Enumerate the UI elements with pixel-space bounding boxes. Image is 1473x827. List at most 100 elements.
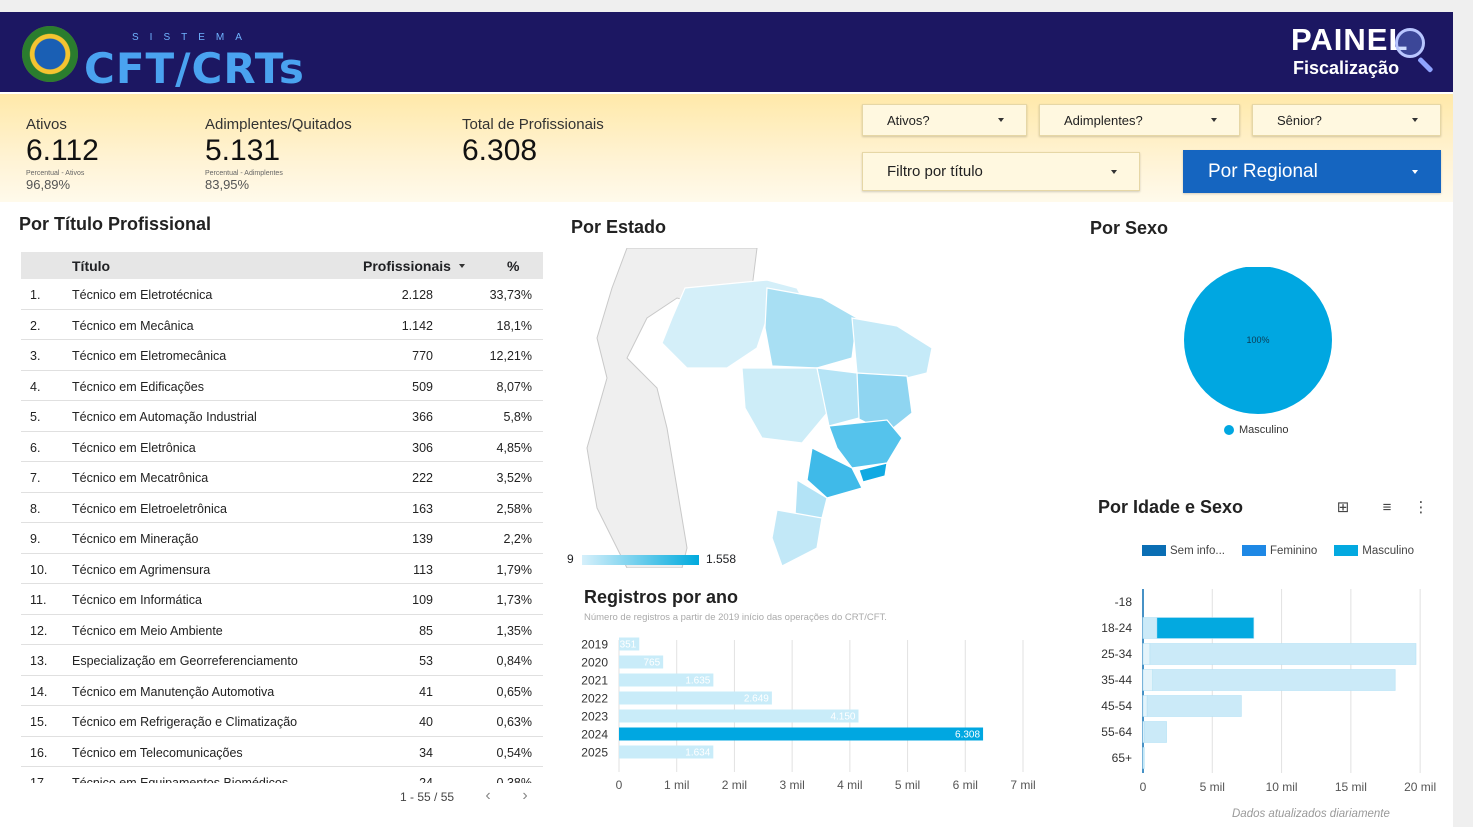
y-tick-label: 2020 (581, 656, 608, 670)
table-row[interactable]: 4. Técnico em Edificações 509 8,07% (21, 371, 543, 401)
table-row[interactable]: 11. Técnico em Informática 109 1,73% (21, 584, 543, 615)
row-index: 1. (30, 288, 41, 302)
table-row[interactable]: 5. Técnico em Automação Industrial 366 5,8% (21, 401, 543, 432)
bar-value-label: 1.635 (685, 676, 710, 687)
table-row[interactable]: 8. Técnico em Eletroeletrônica 163 2,58% (21, 493, 543, 523)
table-row[interactable]: 3. Técnico em Eletromecânica 770 12,21% (21, 340, 543, 371)
state-mato-grosso[interactable] (741, 367, 828, 444)
y-tick-label: 2024 (581, 728, 608, 742)
filter-senior-dropdown[interactable]: Sênior? (1252, 104, 1441, 136)
bar[interactable] (619, 745, 714, 759)
table-row[interactable]: 12. Técnico em Meio Ambiente 85 1,35% (21, 615, 543, 645)
legend-item[interactable]: Sem info... (1142, 545, 1225, 557)
row-titulo: Técnico em Eletrotécnica (72, 288, 213, 302)
chevron-down-icon (1412, 118, 1418, 122)
legend-swatch (1241, 545, 1266, 557)
row-titulo: Técnico em Mineração (72, 532, 199, 546)
bar-segment[interactable] (1142, 617, 1158, 639)
pager-next-icon[interactable]: › (522, 787, 528, 804)
row-profissionais: 40 (419, 715, 433, 729)
filter-titulo-dropdown[interactable]: Filtro por título (862, 152, 1140, 191)
bar-segment[interactable] (1149, 643, 1417, 665)
x-tick-label: 1 mil (664, 778, 689, 792)
row-profissionais: 34 (419, 745, 433, 760)
map-legend-gradient (582, 555, 699, 565)
bar-segment[interactable] (1152, 669, 1396, 691)
table-row[interactable]: 10. Técnico em Agrimensura 113 1,79% (21, 554, 543, 584)
row-index: 17. (30, 776, 48, 783)
row-index: 12. (30, 623, 48, 638)
bar[interactable] (619, 727, 984, 741)
x-tick-label: 20 mil (1404, 780, 1436, 794)
row-titulo: Técnico em Agrimensura (72, 562, 211, 577)
table-row[interactable]: 6. Técnico em Eletrônica 306 4,85% (21, 432, 543, 462)
table-row[interactable]: 16. Técnico em Telecomunicações 34 0,54% (21, 737, 543, 767)
table-row[interactable]: 2. Técnico em Mecânica 1.142 18,1% (21, 310, 543, 340)
filter-icon[interactable]: ≡ (1382, 499, 1392, 516)
table-row[interactable]: 9. Técnico em Mineração 139 2,2% (21, 523, 543, 554)
y-tick-label: -18 (1115, 595, 1133, 609)
row-titulo: Técnico em Mecatrônica (72, 471, 209, 485)
bar[interactable] (619, 673, 714, 687)
filter-ativos-label: Ativos? (887, 112, 930, 128)
bar[interactable] (619, 655, 664, 669)
y-tick-label: 35-44 (1101, 673, 1132, 687)
brazil-map[interactable] (567, 248, 947, 568)
table-row[interactable]: 15. Técnico em Refrigeração e Climatizaçã… (21, 706, 543, 737)
bar-segment[interactable] (1142, 747, 1145, 769)
y-tick-label: 18-24 (1101, 621, 1132, 635)
more-options-icon[interactable]: ⋮ (1413, 499, 1429, 516)
sort-desc-icon (458, 264, 465, 268)
pie-slice-masculino[interactable] (1184, 267, 1332, 414)
filter-titulo-label: Filtro por título (887, 163, 983, 180)
row-profissionais: 139 (412, 532, 433, 546)
filter-regional-dropdown[interactable]: Por Regional (1183, 150, 1441, 193)
row-index: 8. (30, 501, 41, 516)
table-row[interactable]: 7. Técnico em Mecatrônica 222 3,52% (21, 462, 543, 493)
bar[interactable] (619, 691, 772, 705)
state-rio-de-janeiro[interactable] (858, 462, 888, 483)
row-percent: 1,73% (496, 593, 532, 607)
legend-item[interactable]: Feminino (1241, 545, 1317, 557)
sexo-pie-chart[interactable]: 100% (1180, 267, 1336, 423)
cft-crts-logo[interactable]: SISTEMA CFT/CRTs (22, 24, 342, 93)
bar-segment[interactable] (1156, 617, 1255, 639)
table-row[interactable]: 14. Técnico em Manutenção Automotiva 41 0,6… (21, 676, 543, 706)
bar[interactable] (619, 709, 859, 723)
pager-prev-icon[interactable]: ‹ (485, 787, 491, 804)
row-index: 13. (30, 654, 48, 668)
table-row[interactable]: 1. Técnico em Eletrotécnica 2.128 33,73% (21, 279, 543, 310)
kpi-total-value: 6.308 (462, 134, 538, 167)
updated-notice: Dados atualizados diariamente (1232, 808, 1390, 820)
bar[interactable] (619, 637, 640, 651)
table-row[interactable]: 13. Especialização em Georreferenciamento… (21, 645, 543, 676)
state-sao-paulo[interactable] (806, 447, 863, 499)
state-rio-grande-do-sul[interactable] (771, 509, 823, 567)
filter-adimplentes-dropdown[interactable]: Adimplentes? (1039, 104, 1240, 136)
x-tick-label: 15 mil (1335, 780, 1367, 794)
bar-segment[interactable] (1146, 695, 1242, 717)
idade-sexo-bar-chart[interactable]: 0 5 mil 10 mil 15 mil 20 mil -18 18-24 25-34 35-… (1095, 577, 1453, 797)
y-tick-label: 2022 (581, 692, 608, 706)
state-para[interactable] (764, 287, 858, 369)
state-minas-gerais[interactable] (828, 419, 903, 469)
bar-segment[interactable] (1142, 643, 1151, 665)
row-titulo: Técnico em Automação Industrial (72, 410, 257, 424)
bar-segment[interactable] (1142, 695, 1148, 717)
registros-bar-chart[interactable]: 0 1 mil 2 mil 3 mil 4 mil 5 mil 6 mil 7 mil 2019… (570, 628, 1050, 798)
bar-segment[interactable] (1142, 669, 1153, 691)
bar-segment[interactable] (1144, 721, 1167, 743)
header-pct[interactable]: % (507, 258, 520, 274)
chart-insights-icon[interactable]: ⊞ (1336, 499, 1350, 516)
bar-value-label: 2.649 (744, 694, 769, 705)
kpi-adimplentes-sublabel: Percentual - Adimplentes (205, 170, 283, 177)
legend-item[interactable]: Masculino (1334, 545, 1414, 557)
estado-section-title: Por Estado (571, 217, 667, 237)
state-goias[interactable] (816, 367, 860, 427)
filter-ativos-dropdown[interactable]: Ativos? (862, 104, 1027, 136)
header-titulo[interactable]: Título (72, 258, 111, 274)
painel-fiscalizacao-logo[interactable]: PAINEL Fiscalização (1291, 20, 1441, 86)
table-row[interactable]: 17. Técnico em Equipamentos Biomédicos 24 0… (21, 767, 543, 783)
kpi-ativos: Ativos 6.112 Percentual - Ativos 96,89% (26, 116, 99, 192)
header-profissionais[interactable]: Profissionais (363, 258, 465, 274)
